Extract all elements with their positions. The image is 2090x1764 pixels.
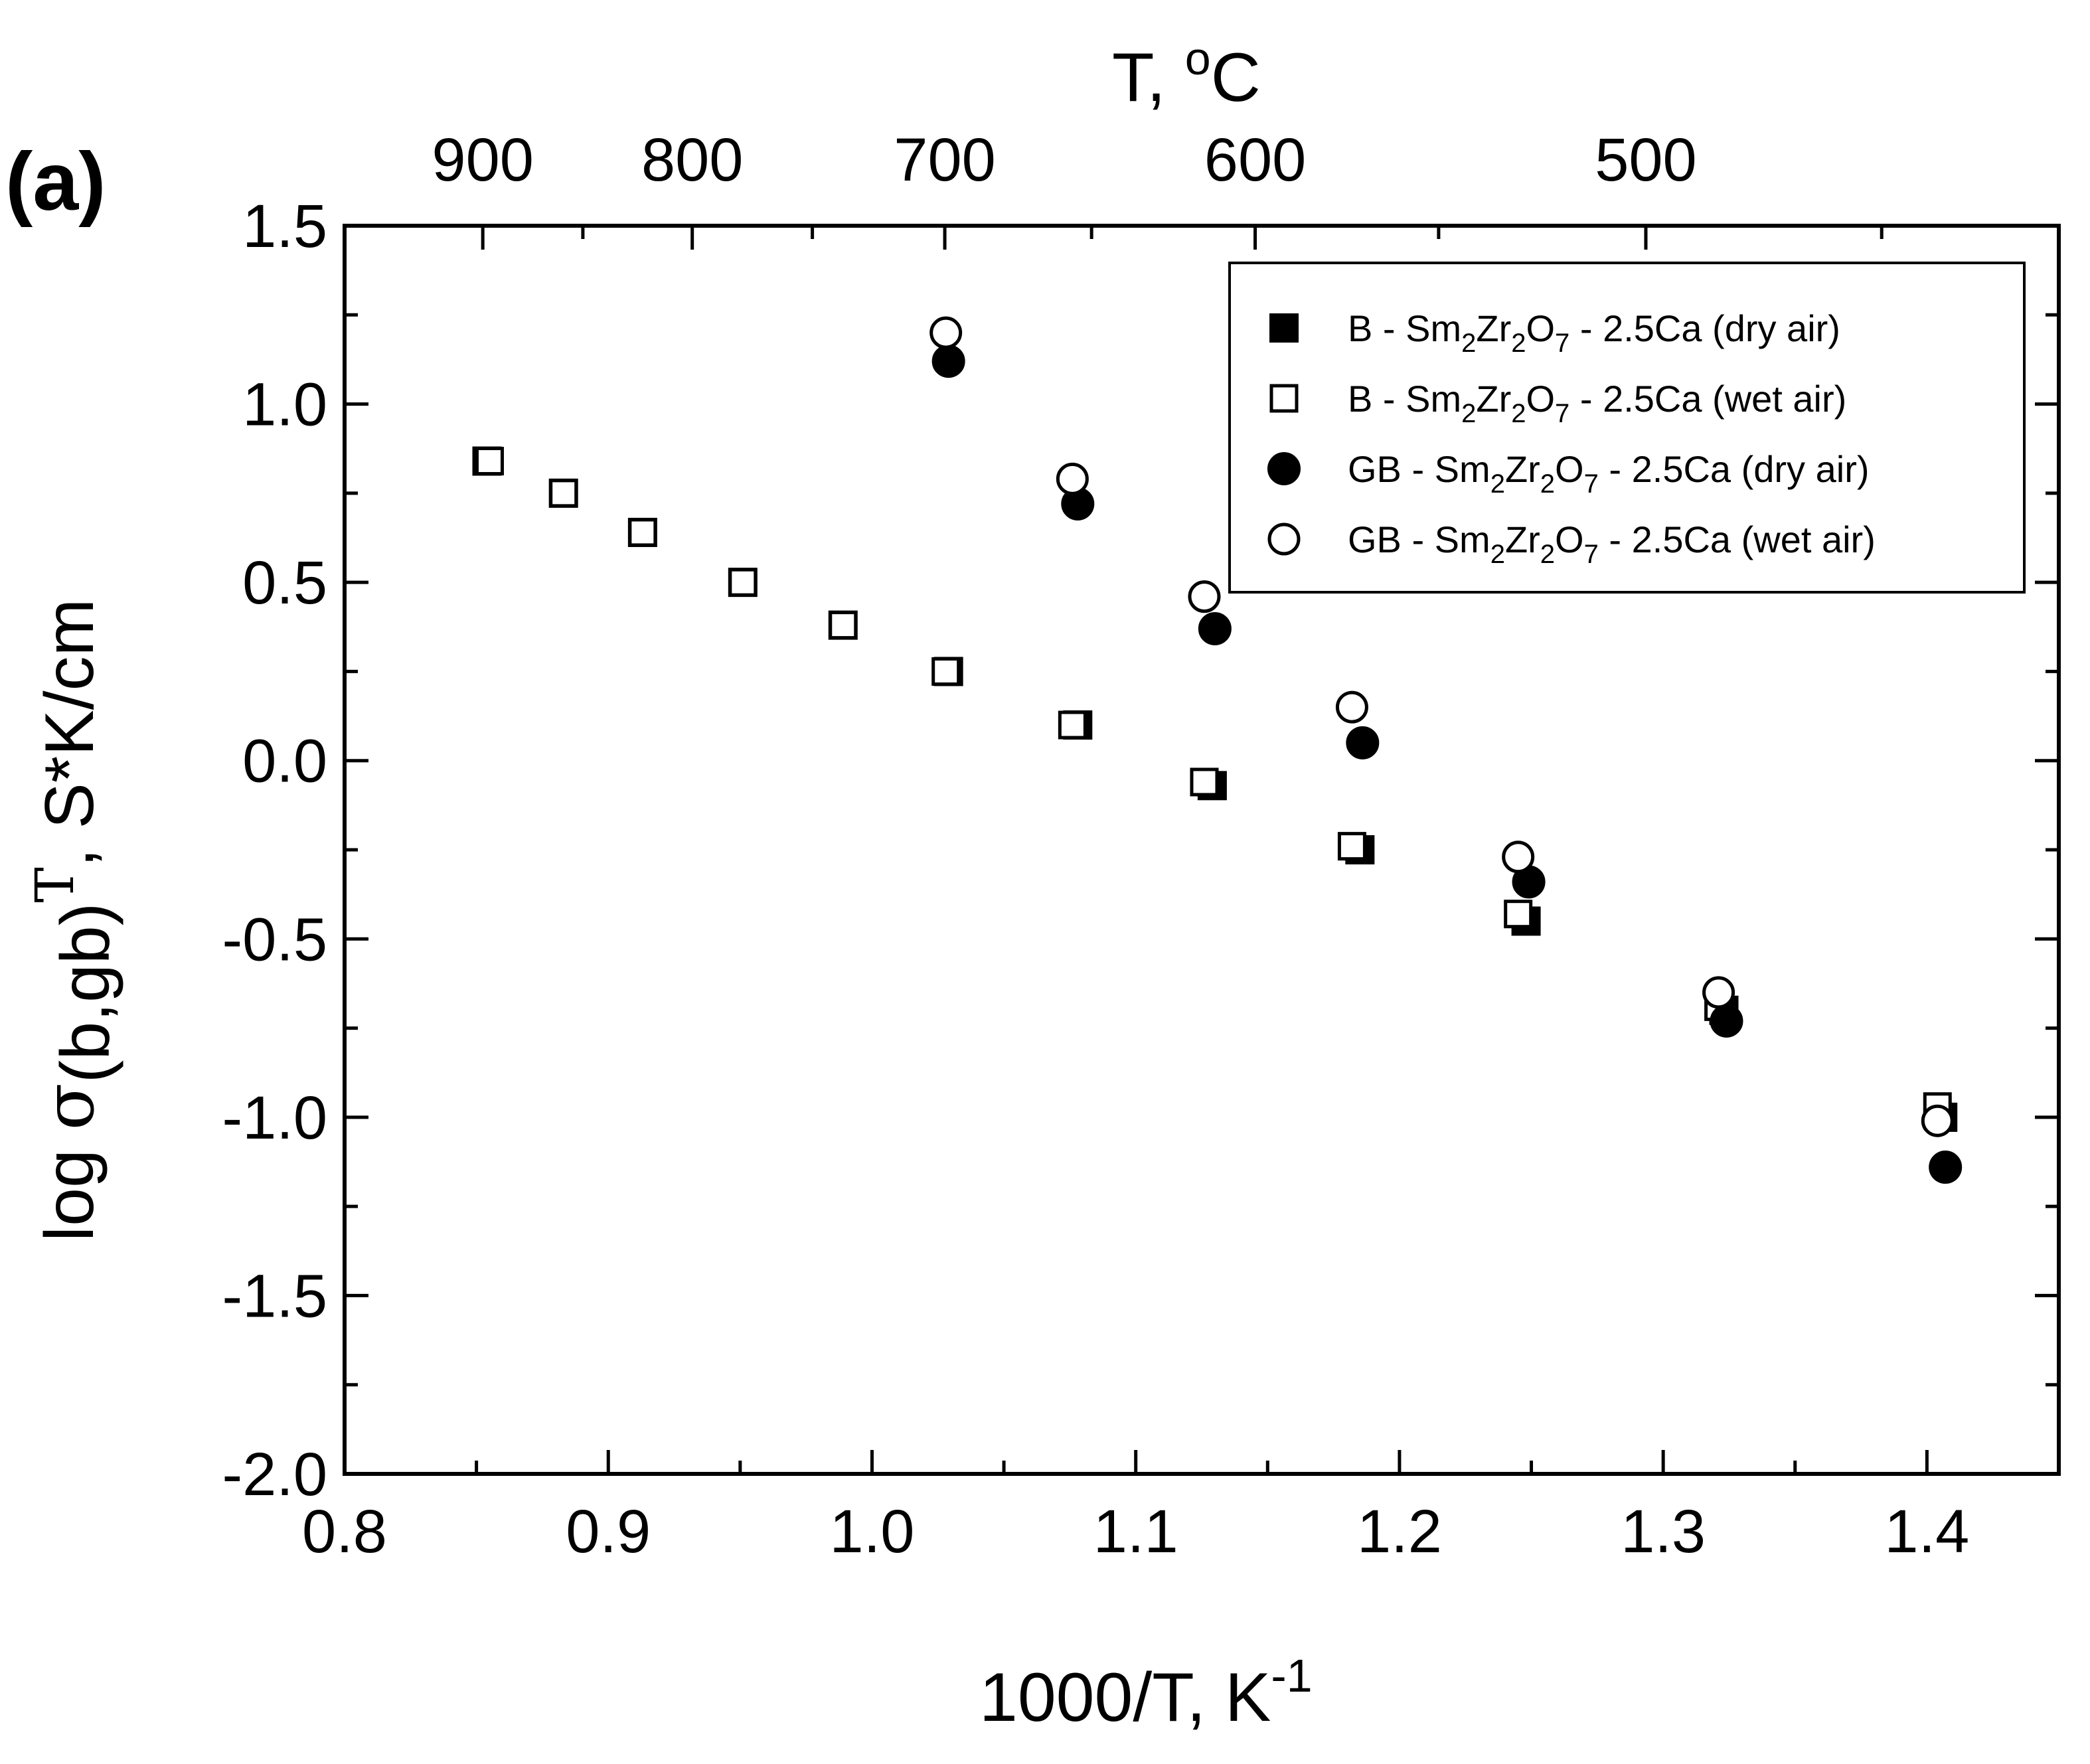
y-axis-title: log σ(b,gb)T, S*K/cm bbox=[24, 599, 124, 1242]
legend-marker bbox=[1269, 313, 1299, 343]
data-point bbox=[1702, 976, 1735, 1009]
legend-entry: B - Sm2Zr2O7 - 2.5Ca (wet air) bbox=[1269, 378, 1846, 428]
top-tick-label: 500 bbox=[1595, 126, 1697, 194]
x-tick-label: 1.1 bbox=[1093, 1498, 1178, 1565]
top-tick-label: 900 bbox=[432, 126, 534, 194]
y-tick-label: 0.5 bbox=[242, 549, 327, 617]
legend-label: B - Sm2Zr2O7 - 2.5Ca (wet air) bbox=[1348, 378, 1846, 428]
data-point bbox=[1929, 1151, 1963, 1184]
data-point bbox=[1335, 690, 1368, 724]
x-tick-label: 1.4 bbox=[1884, 1498, 1969, 1565]
x-tick-label: 0.9 bbox=[566, 1498, 651, 1565]
y-tick-label: -2.0 bbox=[222, 1441, 327, 1508]
ticks-layer: 0.8 0.9 1.0 1.1 1.2 1.3 1.4 1.5 1.0 0.5 0.0 -0.5 -1.… bbox=[222, 126, 2061, 1565]
data-point bbox=[1710, 1004, 1743, 1038]
data-point bbox=[829, 611, 858, 640]
data-point bbox=[1198, 611, 1232, 645]
legend-label: GB - Sm2Zr2O7 - 2.5Ca (dry air) bbox=[1348, 448, 1870, 499]
top-tick-label: 700 bbox=[894, 126, 996, 194]
legend-marker bbox=[1269, 384, 1299, 413]
legend-label: GB - Sm2Zr2O7 - 2.5Ca (wet air) bbox=[1348, 519, 1876, 569]
data-point bbox=[549, 479, 578, 508]
data-point bbox=[931, 345, 965, 378]
x-tick-label: 1.2 bbox=[1357, 1498, 1442, 1565]
legend-marker bbox=[1267, 452, 1301, 485]
panel-label: (a) bbox=[5, 136, 106, 228]
series-1 bbox=[475, 447, 1952, 1121]
data-point bbox=[628, 518, 657, 547]
markers-layer bbox=[472, 316, 1963, 1184]
data-point bbox=[1337, 832, 1366, 861]
data-point bbox=[1346, 726, 1380, 760]
series-3 bbox=[929, 316, 1954, 1137]
data-point bbox=[929, 316, 963, 349]
x-tick-label: 0.8 bbox=[302, 1498, 387, 1565]
legend: B - Sm2Zr2O7 - 2.5Ca (dry air) B - Sm2Zr2… bbox=[1228, 262, 2026, 594]
y-tick-label: 1.0 bbox=[242, 371, 327, 439]
series-2 bbox=[931, 345, 1963, 1184]
data-point bbox=[1504, 900, 1533, 929]
top-axis-title: T, oC bbox=[1112, 33, 1261, 116]
data-point bbox=[728, 568, 758, 597]
data-point bbox=[1056, 462, 1089, 495]
x-tick-label: 1.3 bbox=[1621, 1498, 1706, 1565]
top-tick-label: 800 bbox=[641, 126, 744, 194]
y-tick-label: 0.0 bbox=[242, 728, 327, 795]
x-axis-title: 1000/T, K-1 bbox=[979, 1650, 1313, 1736]
data-point bbox=[1058, 710, 1087, 740]
y-tick-label: -0.5 bbox=[222, 906, 327, 973]
legend-entry: GB - Sm2Zr2O7 - 2.5Ca (dry air) bbox=[1267, 448, 1870, 499]
top-tick-label: 600 bbox=[1204, 126, 1307, 194]
data-point bbox=[931, 657, 961, 686]
data-point bbox=[475, 447, 504, 476]
legend-label: B - Sm2Zr2O7 - 2.5Ca (dry air) bbox=[1348, 307, 1840, 358]
y-tick-label: -1.0 bbox=[222, 1084, 327, 1152]
x-tick-label: 1.0 bbox=[830, 1498, 915, 1565]
data-point bbox=[1188, 580, 1221, 613]
data-point bbox=[1502, 841, 1535, 874]
legend-marker bbox=[1267, 522, 1301, 556]
legend-entry: GB - Sm2Zr2O7 - 2.5Ca (wet air) bbox=[1267, 519, 1876, 569]
data-point bbox=[1190, 767, 1219, 797]
legend-box bbox=[1228, 262, 2026, 594]
data-point bbox=[1921, 1104, 1954, 1137]
y-tick-label: 1.5 bbox=[242, 193, 327, 260]
y-tick-label: -1.5 bbox=[222, 1262, 327, 1330]
legend-entry: B - Sm2Zr2O7 - 2.5Ca (dry air) bbox=[1269, 307, 1840, 358]
